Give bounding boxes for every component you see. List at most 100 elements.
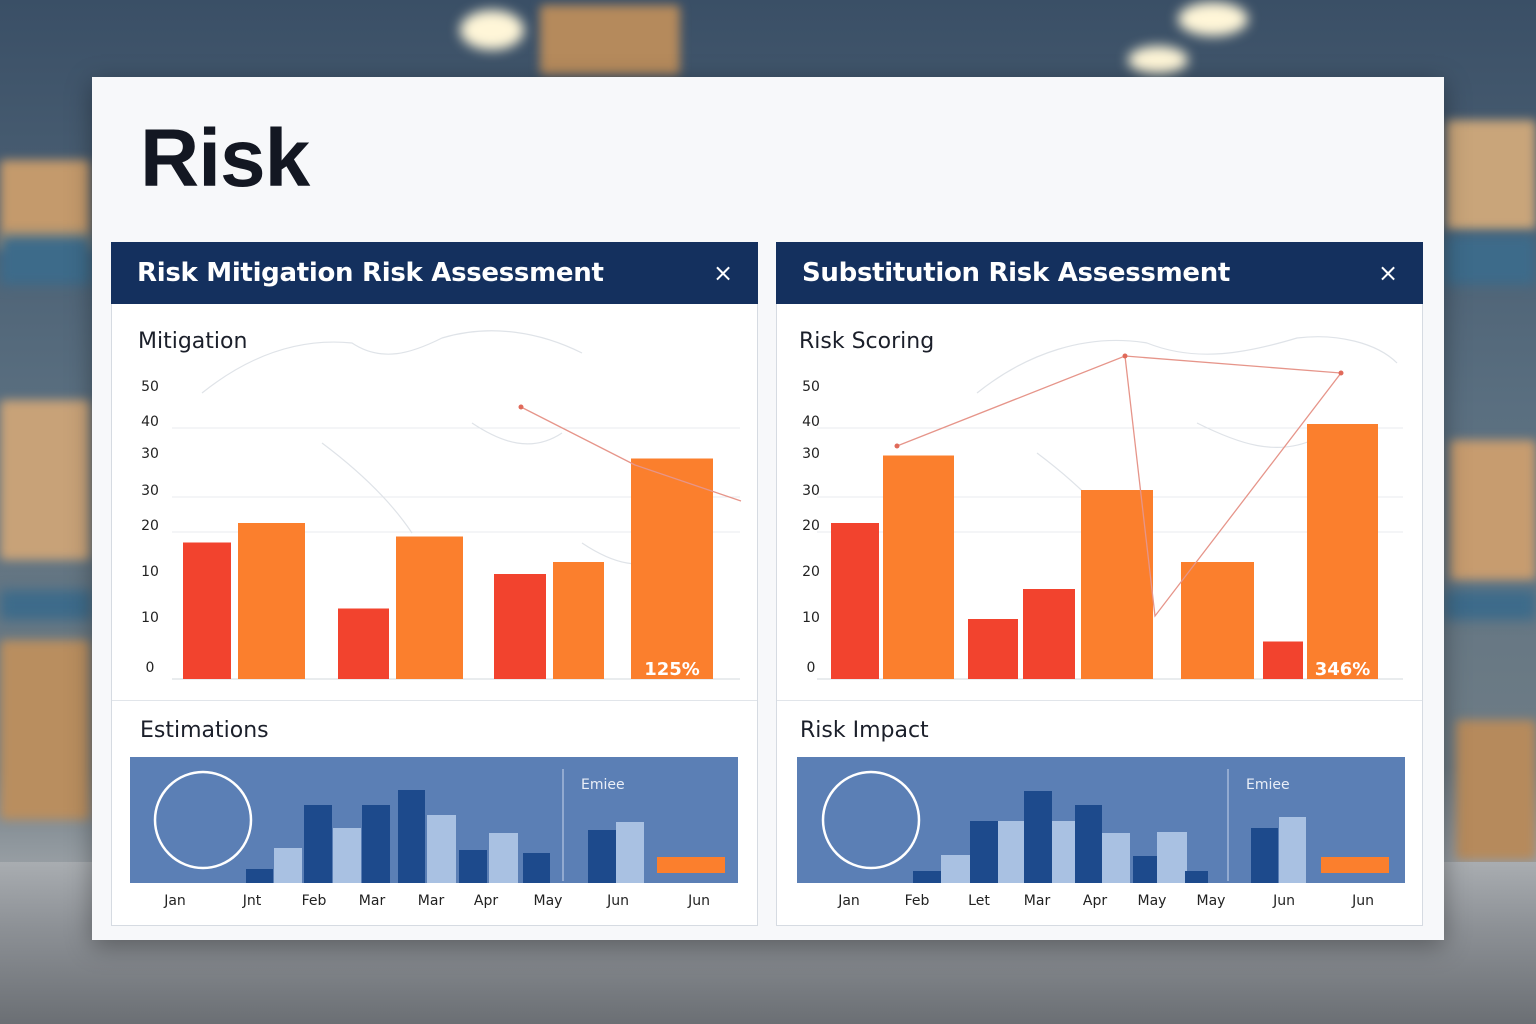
mini-bar: [616, 822, 644, 883]
y-tick-label: 30: [802, 483, 820, 499]
mini-bar: [304, 805, 332, 883]
bar: [968, 619, 1018, 679]
y-tick-label: 10: [141, 564, 159, 580]
mini-bar: [1052, 821, 1079, 883]
mini-bar: [489, 833, 518, 883]
world-map-decoration: [201, 330, 673, 565]
x-tick-label: Mar: [359, 893, 386, 909]
mini-bar: [1133, 856, 1157, 883]
bar: [1181, 562, 1254, 679]
mini-bar: [1102, 833, 1130, 883]
mini-bar: [970, 821, 998, 883]
y-tick-label: 0: [807, 660, 816, 676]
legend-swatch: [657, 857, 725, 873]
section-title-estimations: Estimations: [140, 718, 269, 743]
y-tick-label: 20: [802, 564, 820, 580]
section-title-mitigation: Mitigation: [138, 329, 248, 354]
bar: [1023, 589, 1075, 679]
trend-point: [894, 443, 900, 449]
x-tick-label: May: [1197, 893, 1226, 909]
trend-point: [518, 404, 524, 410]
y-tick-label: 30: [802, 446, 820, 462]
y-tick-label: 50: [141, 379, 159, 395]
panel-title: Risk Mitigation Risk Assessment: [137, 258, 604, 288]
x-tick-label: Jan: [163, 893, 186, 909]
x-tick-label: Apr: [474, 893, 498, 909]
mini-bar: [274, 848, 302, 883]
bar: [1307, 424, 1378, 679]
y-tick-label: 40: [802, 414, 820, 430]
bar-value-label: 346%: [1315, 659, 1371, 680]
y-tick-label: 40: [141, 414, 159, 430]
trend-point: [1122, 353, 1128, 359]
y-tick-label: 30: [141, 446, 159, 462]
bar: [1081, 490, 1153, 679]
y-tick-label: 50: [802, 379, 820, 395]
x-tick-label: Jnt: [242, 893, 262, 909]
donut-ring: [821, 770, 921, 870]
mini-bar: [362, 805, 390, 883]
panel-header: Substitution Risk Assessment ×: [776, 242, 1423, 304]
mitigation-bar-chart: 50 40 30 30 20 10 10 0 125%: [141, 330, 742, 680]
close-icon[interactable]: ×: [712, 259, 734, 287]
bar: [553, 562, 604, 679]
bar: [831, 523, 879, 679]
risk-scoring-bar-chart: 50 40 30 30 20 20 10 0 346%: [802, 336, 1403, 680]
bar: [883, 455, 954, 679]
bar: [396, 536, 463, 679]
trend-point: [1338, 370, 1344, 376]
panel-title: Substitution Risk Assessment: [802, 258, 1231, 288]
legend-label: Emiee: [1246, 777, 1290, 793]
y-tick-label: 10: [802, 610, 820, 626]
section-title-risk-impact: Risk Impact: [800, 718, 929, 743]
x-tick-label: Jun: [606, 893, 629, 909]
mini-bar: [941, 855, 970, 883]
y-tick-label: 30: [141, 483, 159, 499]
risk-impact-chart-overlay: Emiee Jan Feb Let Mar Apr May May Jun Jun: [821, 769, 1389, 909]
x-tick-label: Jun: [687, 893, 710, 909]
mini-bar: [1024, 791, 1052, 883]
panel-header: Risk Mitigation Risk Assessment ×: [111, 242, 758, 304]
legend-swatch: [1321, 857, 1389, 873]
mini-bar: [333, 828, 361, 883]
close-icon[interactable]: ×: [1377, 259, 1399, 287]
x-tick-label: Feb: [905, 893, 930, 909]
y-tick-label: 0: [146, 660, 155, 676]
bar: [238, 523, 305, 679]
trend-line: [520, 406, 742, 502]
mini-bar: [998, 821, 1026, 883]
x-tick-label: Mar: [1024, 893, 1051, 909]
bar: [338, 608, 389, 679]
mini-bar: [1251, 828, 1278, 883]
section-divider: [777, 700, 1422, 701]
y-tick-label: 20: [802, 518, 820, 534]
mini-bar: [523, 853, 550, 883]
legend-label: Emiee: [581, 777, 625, 793]
mini-bar: [1185, 871, 1208, 883]
bar-value-label: 125%: [644, 659, 700, 680]
y-tick-label: 10: [141, 610, 159, 626]
x-tick-label: Jan: [837, 893, 860, 909]
x-tick-label: Apr: [1083, 893, 1107, 909]
mini-bar: [1075, 805, 1102, 883]
mini-bar: [588, 830, 616, 883]
y-tick-label: 20: [141, 518, 159, 534]
mini-bar: [1157, 832, 1187, 883]
x-tick-label: Feb: [302, 893, 327, 909]
bar: [1263, 641, 1303, 679]
x-tick-label: Mar: [418, 893, 445, 909]
x-tick-label: Jun: [1272, 893, 1295, 909]
estimations-chart-overlay: Emiee Jan Jnt Feb Mar Mar Apr May Jun Jun: [153, 769, 725, 909]
mini-bar: [398, 790, 425, 883]
mini-bar: [427, 815, 456, 883]
page-title: Risk: [140, 113, 310, 204]
x-tick-label: May: [534, 893, 563, 909]
mini-bar: [1279, 817, 1306, 883]
mini-bar: [459, 850, 487, 883]
bar: [183, 542, 231, 679]
bar: [494, 574, 546, 679]
section-title-risk-scoring: Risk Scoring: [799, 329, 935, 354]
bar: [631, 458, 713, 679]
risk-mitigation-panel: Risk Mitigation Risk Assessment × Mitiga…: [111, 242, 758, 926]
section-divider: [112, 700, 757, 701]
